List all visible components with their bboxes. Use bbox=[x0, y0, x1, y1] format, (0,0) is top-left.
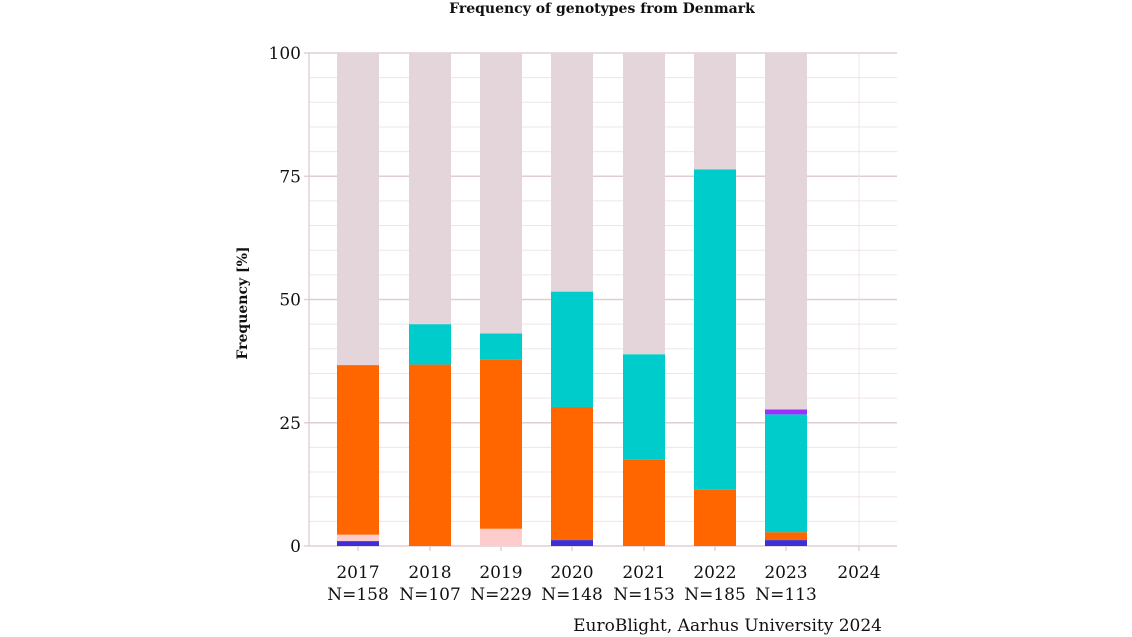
bar-segment-2022-5 bbox=[694, 53, 736, 170]
x-tick-label-year: 2024 bbox=[837, 563, 880, 583]
bar-segment-2023-2 bbox=[765, 532, 807, 541]
x-tick-label-year: 2021 bbox=[622, 563, 665, 583]
x-tick-label-year: 2023 bbox=[764, 563, 807, 583]
bar-segment-2021-3 bbox=[623, 354, 665, 460]
y-tick-label: 100 bbox=[269, 44, 301, 64]
bar-segment-2021-5 bbox=[623, 53, 665, 355]
x-tick-label-n: N=185 bbox=[684, 585, 746, 605]
bar-segment-2018-3 bbox=[409, 324, 451, 365]
bar-segment-2018-2 bbox=[409, 364, 451, 546]
x-tick-label-year: 2019 bbox=[479, 563, 522, 583]
bar-segment-2020-2 bbox=[551, 406, 593, 541]
bar-segment-2020-3 bbox=[551, 291, 593, 407]
y-axis-ticks: 0 25 50 75 100 bbox=[269, 44, 309, 557]
bar-segment-2018-5 bbox=[409, 53, 451, 325]
bar-segment-2017-1 bbox=[337, 534, 379, 542]
bar-segment-2017-0 bbox=[337, 541, 379, 546]
x-tick-label-year: 2017 bbox=[336, 563, 379, 583]
bar-segment-2017-2 bbox=[337, 365, 379, 535]
bar-segment-2019-3 bbox=[480, 333, 522, 360]
y-tick-label: 0 bbox=[290, 537, 301, 557]
x-tick-label-n: N=158 bbox=[327, 585, 389, 605]
bar-segment-2019-2 bbox=[480, 359, 522, 529]
bar-segment-2023-3 bbox=[765, 414, 807, 533]
bar-segment-2023-0 bbox=[765, 540, 807, 546]
y-tick-label: 50 bbox=[279, 291, 301, 311]
y-tick-label: 25 bbox=[279, 414, 301, 434]
x-tick-label-n: N=153 bbox=[613, 585, 675, 605]
x-tick-label-n: N=107 bbox=[399, 585, 461, 605]
x-tick-label-n: N=148 bbox=[541, 585, 603, 605]
y-axis-label: Frequency [%] bbox=[235, 246, 251, 359]
chart-title: Frequency of genotypes from Denmark bbox=[449, 1, 755, 17]
x-tick-label-year: 2020 bbox=[550, 563, 593, 583]
bar-segment-2021-2 bbox=[623, 459, 665, 546]
bars bbox=[337, 53, 807, 546]
x-tick-label-n: N=229 bbox=[470, 585, 532, 605]
x-tick-label-year: 2022 bbox=[693, 563, 736, 583]
x-tick-label-year: 2018 bbox=[408, 563, 451, 583]
bar-segment-2020-5 bbox=[551, 53, 593, 292]
chart-caption: EuroBlight, Aarhus University 2024 bbox=[573, 616, 882, 636]
bar-segment-2023-5 bbox=[765, 53, 807, 410]
bar-segment-2019-5 bbox=[480, 53, 522, 334]
y-tick-label: 75 bbox=[279, 167, 301, 187]
bar-segment-2017-5 bbox=[337, 53, 379, 366]
bar-segment-2023-4 bbox=[765, 409, 807, 415]
x-tick-label-n: N=113 bbox=[755, 585, 817, 605]
bar-segment-2022-2 bbox=[694, 489, 736, 546]
bar-segment-2022-3 bbox=[694, 169, 736, 490]
bar-segment-2019-1 bbox=[480, 528, 522, 546]
bar-segment-2020-0 bbox=[551, 540, 593, 546]
grid-lines bbox=[308, 52, 897, 547]
